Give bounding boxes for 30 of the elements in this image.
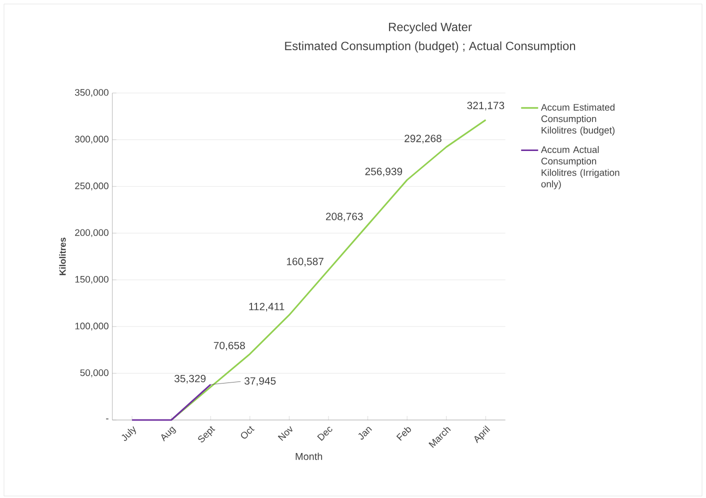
data-label: 70,658 — [214, 342, 245, 350]
data-label: 112,411 — [249, 302, 284, 312]
data-label: 37,945 — [244, 377, 276, 386]
y-tick-label: 50,000 — [80, 369, 108, 378]
x-tick-label: Nov — [278, 426, 292, 441]
legend-label: Accum Actual Consumption Kilolitres (Irrigation only) — [540, 146, 620, 190]
y-tick-label: 150,000 — [75, 276, 108, 284]
x-tick-label: July — [122, 426, 136, 441]
y-axis-title: Kilolitres — [59, 238, 66, 276]
y-tick-label: 350,000 — [74, 89, 108, 97]
y-tick-label: 100,000 — [75, 322, 108, 330]
x-tick-label: Dec — [317, 426, 332, 441]
x-tick-label: Jan — [358, 426, 372, 440]
data-label: 35,329 — [174, 374, 206, 384]
data-label: 208,763 — [326, 212, 363, 222]
data-label: 256,939 — [365, 168, 402, 176]
y-tick-label: 200,000 — [75, 229, 108, 238]
chart-subtitle: Estimated Consumption (budget) ; Actual Consumption — [285, 41, 576, 53]
x-tick-label: Feb — [396, 427, 411, 441]
data-label: 160,587 — [286, 258, 324, 266]
y-tick-label: 300,000 — [74, 136, 108, 144]
y-tick-label: - — [106, 418, 108, 420]
x-axis-title: Month — [296, 452, 322, 460]
x-tick-label: Aug — [161, 426, 176, 442]
chart-title: Recycled Water — [389, 22, 472, 34]
data-label: 321,173 — [467, 102, 504, 110]
data-label: 292,268 — [404, 134, 442, 144]
x-tick-label: Oct — [241, 426, 255, 439]
y-tick-label: 250,000 — [75, 182, 108, 190]
legend-label: Accum Estimated Consumption Kilolitres (budget) — [540, 104, 614, 136]
